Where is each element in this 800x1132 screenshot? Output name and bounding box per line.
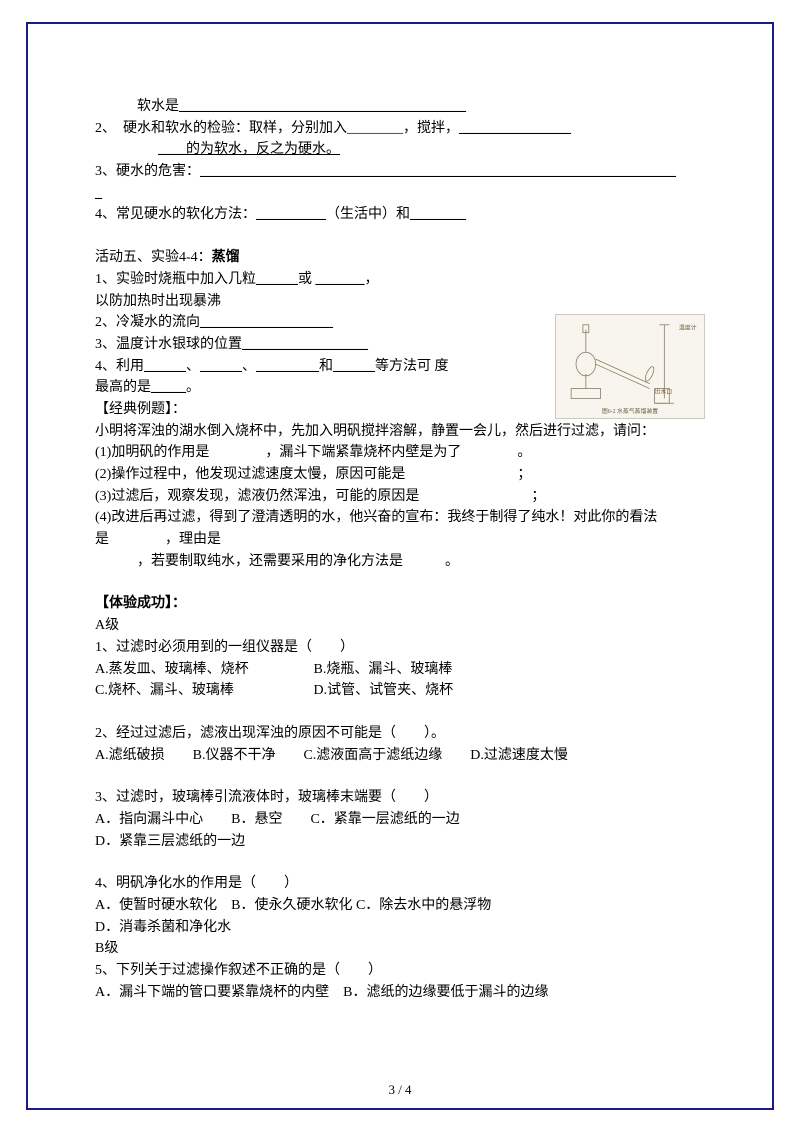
text-line: 软水是_____________________________________… <box>95 96 705 118</box>
text: 2、冷凝水的流向 <box>95 315 200 330</box>
text: 4、常见硬水的软化方法： <box>95 207 256 222</box>
answer-row: D．消毒杀菌和净化水 <box>95 917 705 939</box>
question: 4、明矾净化水的作用是（ ） <box>95 873 705 895</box>
answer-row: D．紧靠三层滤纸的一边 <box>95 831 705 853</box>
text-line: 以防加热时出现暴沸 <box>95 291 705 313</box>
svg-text:出水口: 出水口 <box>655 387 673 395</box>
level-label: B级 <box>95 938 705 960</box>
text: 、 <box>186 359 200 374</box>
text-line: (3)过滤后，观察发现，滤液仍然浑浊，可能的原因是 ； <box>95 486 705 508</box>
text-line: 活动五、实验4-4：蒸馏 <box>95 247 705 269</box>
text: 活动五、实验4-4： <box>95 250 212 265</box>
text-line: (1)加明矾的作用是 ，漏斗下端紧靠烧杯内壁是为了 。 <box>95 442 705 464</box>
text: 3、温度计水银球的位置 <box>95 337 242 352</box>
answer-row: A．漏斗下端的管口要紧靠烧杯的内壁 B．滤纸的边缘要低于漏斗的边缘 <box>95 982 705 1004</box>
section-title: 【体验成功】： <box>95 593 705 615</box>
distillation-diagram: 图6-2 水蒸气蒸馏装置 温度计 出水口 <box>555 314 705 419</box>
spacer <box>95 766 705 787</box>
blank: ______ <box>144 359 186 374</box>
text-line: 2、 硬水和软水的检验：取样，分别加入________，搅拌，_________… <box>95 118 705 140</box>
spacer <box>95 852 705 873</box>
blank: ___________________ <box>200 315 333 330</box>
answer-row: A.滤纸破损 B.仪器不干净 C.滤液面高于滤纸边缘 D.过滤速度太慢 <box>95 745 705 767</box>
blank: ________________________________________… <box>200 164 676 179</box>
text: ， <box>365 272 379 287</box>
diagram-caption: 图6-2 水蒸气蒸馏装置 <box>602 407 658 415</box>
blank: _________ <box>256 359 319 374</box>
spacer <box>95 226 705 247</box>
blank: _______ <box>316 272 365 287</box>
question: 2、经过过滤后，滤液出现浑浊的原因不可能是（ ）。 <box>95 723 705 745</box>
question: 3、过滤时，玻璃棒引流液体时，玻璃棒末端要（ ） <box>95 787 705 809</box>
answer-row: A．指向漏斗中心 B．悬空 C．紧靠一层滤纸的一边 <box>95 809 705 831</box>
text-line: 4、常见硬水的软化方法：__________（生活中）和________ <box>95 204 705 226</box>
spacer <box>95 702 705 723</box>
spacer <box>95 572 705 593</box>
answer-row: C.烧杯、漏斗、玻璃棒 D.试管、试管夹、烧杯 <box>95 680 705 702</box>
blank: ________________ <box>459 121 571 136</box>
blank: _ <box>95 186 102 201</box>
text-line: 3、硬水的危害：________________________________… <box>95 161 705 183</box>
level-label: A级 <box>95 615 705 637</box>
text: 或 <box>298 272 316 287</box>
blank: ______ <box>256 272 298 287</box>
option: A.蒸发皿、玻璃棒、烧杯 <box>95 659 310 681</box>
answer-row: A．使暂时硬水软化 B．使永久硬水软化 C．除去水中的悬浮物 <box>95 895 705 917</box>
text: 等方法可 度 <box>375 359 449 374</box>
text-line: ____的为软水，反之为硬水。 <box>95 139 705 161</box>
text: 3、硬水的危害： <box>95 164 200 179</box>
option: D.试管、试管夹、烧杯 <box>314 683 454 698</box>
text: 和 <box>319 359 333 374</box>
text: 4、利用 <box>95 359 144 374</box>
question: 5、下列关于过滤操作叙述不正确的是（ ） <box>95 960 705 982</box>
option: C.烧杯、漏斗、玻璃棒 <box>95 680 310 702</box>
document-body: 软水是_____________________________________… <box>95 96 705 1003</box>
text: 1、实验时烧瓶中加入几粒 <box>95 272 256 287</box>
text: 。 <box>186 380 200 395</box>
blank: ______ <box>200 359 242 374</box>
text: （生活中）和 <box>326 207 410 222</box>
blank: ______ <box>333 359 375 374</box>
option: B.烧瓶、漏斗、玻璃棒 <box>314 662 453 677</box>
text-line: 1、实验时烧瓶中加入几粒______或 _______， <box>95 269 705 291</box>
text-bold: 蒸馏 <box>212 250 240 265</box>
blank: _____ <box>151 380 186 395</box>
text-line: ，若要制取纯水，还需要采用的净化方法是 。 <box>95 551 705 573</box>
text: 最高的是 <box>95 380 151 395</box>
blank: __________ <box>256 207 326 222</box>
text: 、 <box>242 359 256 374</box>
text-line: (4)改进后再过滤，得到了澄清透明的水，他兴奋的宣布：我终于制得了纯水！对此你的… <box>95 507 705 550</box>
text: 2、 硬水和软水的检验：取样，分别加入________，搅拌， <box>95 121 459 136</box>
blank: ____的为软水，反之为硬水。 <box>158 142 340 157</box>
page-number: 3 / 4 <box>0 1080 800 1100</box>
blank: ________ <box>410 207 466 222</box>
text: 软水是 <box>137 99 179 114</box>
question: 1、过滤时必须用到的一组仪器是（ ） <box>95 637 705 659</box>
text-line: (2)操作过程中，他发现过滤速度太慢，原因可能是 ； <box>95 464 705 486</box>
answer-row: A.蒸发皿、玻璃棒、烧杯 B.烧瓶、漏斗、玻璃棒 <box>95 659 705 681</box>
text-line: 小明将浑浊的湖水倒入烧杯中，先加入明矾搅拌溶解，静置一会儿，然后进行过滤，请问： <box>95 421 705 443</box>
text-line: _ <box>95 183 705 205</box>
svg-text:温度计: 温度计 <box>679 324 697 332</box>
blank: __________________ <box>242 337 368 352</box>
blank: ________________________________________… <box>179 99 466 114</box>
